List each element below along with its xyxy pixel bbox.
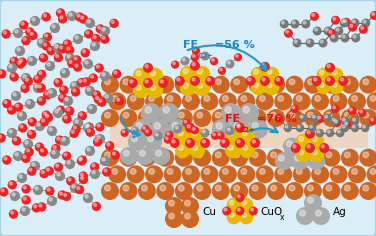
- Circle shape: [180, 56, 190, 66]
- Circle shape: [322, 149, 340, 167]
- Circle shape: [363, 112, 368, 118]
- Circle shape: [275, 114, 284, 123]
- Circle shape: [312, 136, 317, 141]
- Circle shape: [27, 130, 36, 139]
- Circle shape: [326, 185, 332, 191]
- Circle shape: [147, 82, 163, 98]
- Text: FE: FE: [225, 114, 240, 124]
- Circle shape: [164, 92, 182, 110]
- Circle shape: [310, 12, 319, 21]
- Circle shape: [21, 195, 31, 205]
- Circle shape: [277, 116, 280, 119]
- Circle shape: [200, 165, 218, 183]
- Circle shape: [133, 68, 149, 84]
- Circle shape: [369, 117, 376, 125]
- Circle shape: [86, 31, 89, 34]
- Circle shape: [35, 76, 38, 79]
- Circle shape: [96, 97, 99, 99]
- Circle shape: [289, 112, 295, 118]
- Circle shape: [53, 146, 56, 149]
- Circle shape: [193, 109, 211, 127]
- Circle shape: [29, 168, 32, 171]
- Circle shape: [329, 30, 332, 33]
- Circle shape: [66, 176, 76, 186]
- Circle shape: [293, 145, 296, 148]
- Circle shape: [7, 63, 17, 73]
- Circle shape: [35, 121, 45, 131]
- Circle shape: [27, 56, 37, 66]
- Circle shape: [35, 187, 38, 190]
- Circle shape: [59, 85, 68, 95]
- Circle shape: [202, 53, 205, 56]
- Circle shape: [73, 89, 76, 92]
- Circle shape: [86, 127, 95, 137]
- Circle shape: [197, 69, 203, 74]
- Circle shape: [287, 141, 292, 147]
- Circle shape: [225, 128, 241, 144]
- Circle shape: [17, 111, 27, 121]
- Circle shape: [82, 50, 85, 53]
- Circle shape: [72, 55, 82, 65]
- Circle shape: [252, 152, 258, 158]
- Circle shape: [304, 109, 322, 127]
- Circle shape: [70, 183, 80, 193]
- Circle shape: [204, 169, 210, 174]
- Circle shape: [175, 109, 193, 127]
- Circle shape: [58, 14, 67, 24]
- Circle shape: [215, 185, 221, 191]
- Circle shape: [193, 48, 196, 51]
- Circle shape: [4, 101, 7, 104]
- Circle shape: [27, 29, 30, 32]
- Circle shape: [325, 76, 335, 86]
- Circle shape: [344, 112, 350, 118]
- Circle shape: [215, 79, 221, 85]
- Circle shape: [19, 20, 29, 30]
- Circle shape: [312, 76, 322, 86]
- Circle shape: [120, 182, 138, 200]
- Circle shape: [223, 169, 228, 174]
- Circle shape: [21, 154, 30, 163]
- Circle shape: [96, 24, 105, 34]
- Circle shape: [338, 130, 340, 133]
- Circle shape: [90, 162, 99, 172]
- Circle shape: [297, 125, 300, 128]
- Circle shape: [94, 203, 97, 206]
- Circle shape: [333, 17, 336, 20]
- Circle shape: [67, 108, 70, 111]
- Circle shape: [100, 26, 110, 36]
- Circle shape: [57, 173, 60, 176]
- Circle shape: [95, 134, 105, 144]
- Circle shape: [30, 16, 40, 26]
- Circle shape: [183, 83, 188, 88]
- Circle shape: [278, 96, 284, 101]
- Circle shape: [326, 129, 334, 137]
- Circle shape: [51, 144, 61, 153]
- Circle shape: [47, 46, 56, 55]
- Circle shape: [52, 25, 55, 28]
- Circle shape: [341, 117, 349, 125]
- Circle shape: [39, 98, 42, 101]
- Circle shape: [348, 165, 366, 183]
- Circle shape: [112, 96, 118, 101]
- Circle shape: [26, 149, 29, 152]
- Circle shape: [160, 112, 166, 118]
- Circle shape: [283, 138, 301, 156]
- Circle shape: [200, 51, 209, 60]
- Circle shape: [44, 43, 47, 46]
- Circle shape: [251, 80, 266, 95]
- Circle shape: [264, 80, 279, 95]
- Circle shape: [327, 78, 330, 81]
- Circle shape: [226, 126, 235, 135]
- Circle shape: [317, 80, 331, 94]
- Circle shape: [108, 92, 126, 110]
- Circle shape: [92, 171, 95, 174]
- Circle shape: [7, 105, 17, 115]
- Circle shape: [60, 136, 70, 146]
- Circle shape: [72, 185, 75, 188]
- Circle shape: [197, 152, 203, 158]
- Circle shape: [313, 26, 322, 35]
- Circle shape: [9, 209, 18, 219]
- Circle shape: [241, 96, 247, 101]
- Circle shape: [229, 200, 234, 205]
